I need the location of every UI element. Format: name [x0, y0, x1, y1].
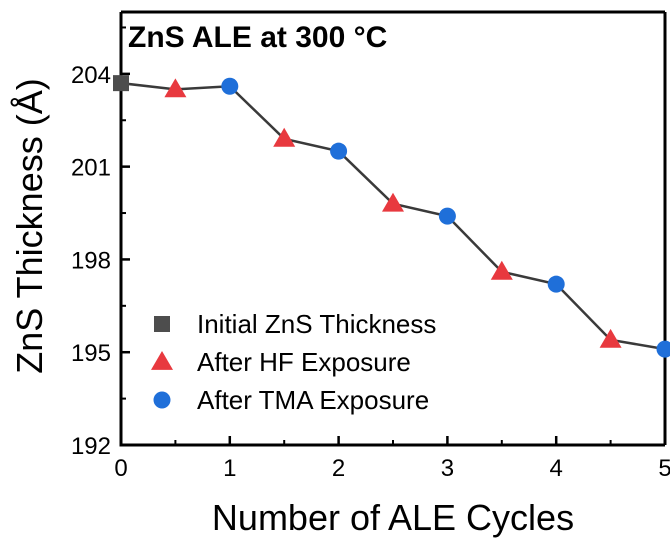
plot-area [119, 10, 667, 447]
triangle-data-point [382, 192, 404, 212]
axis-ticks [119, 26, 667, 447]
chart-title: ZnS ALE at 300 °C [128, 21, 387, 54]
circle-data-point [438, 207, 456, 225]
y-tick-label: 195 [71, 340, 111, 367]
triangle-data-point [599, 328, 622, 348]
circle-data-point [330, 142, 348, 160]
legend-label: Initial ZnS Thickness [197, 309, 436, 339]
legend-circle-marker [153, 391, 171, 409]
x-tick-label: 4 [550, 455, 563, 482]
y-tick-label: 204 [71, 62, 111, 89]
triangle-data-point [164, 78, 187, 98]
tick-labels: 0 1 2 3 4 5 192 195 198 201 204 [71, 62, 670, 482]
triangle-data-point [490, 260, 513, 280]
x-tick-label: 0 [114, 455, 127, 482]
legend-triangle-marker [151, 351, 173, 370]
legend-square-marker [154, 316, 170, 332]
x-tick-label: 3 [441, 455, 454, 482]
legend-label: After HF Exposure [197, 347, 411, 377]
y-tick-label: 192 [71, 433, 111, 460]
x-tick-label: 2 [332, 455, 345, 482]
y-tick-label: 201 [71, 155, 111, 182]
y-tick-label: 198 [71, 247, 111, 274]
triangle-data-point [273, 127, 296, 147]
x-axis-label: Number of ALE Cycles [212, 497, 574, 538]
legend-label: After TMA Exposure [197, 385, 429, 415]
markers-layer [113, 75, 670, 358]
square-data-point [113, 75, 129, 92]
legend: Initial ZnS Thickness After HF Exposure Af… [151, 309, 436, 415]
circle-data-point [547, 275, 565, 293]
x-tick-label: 1 [223, 455, 236, 482]
circle-data-point [656, 340, 670, 358]
y-axis-label: ZnS Thickness (Å) [9, 78, 50, 373]
x-tick-label: 5 [658, 455, 670, 482]
circle-data-point [221, 77, 239, 95]
